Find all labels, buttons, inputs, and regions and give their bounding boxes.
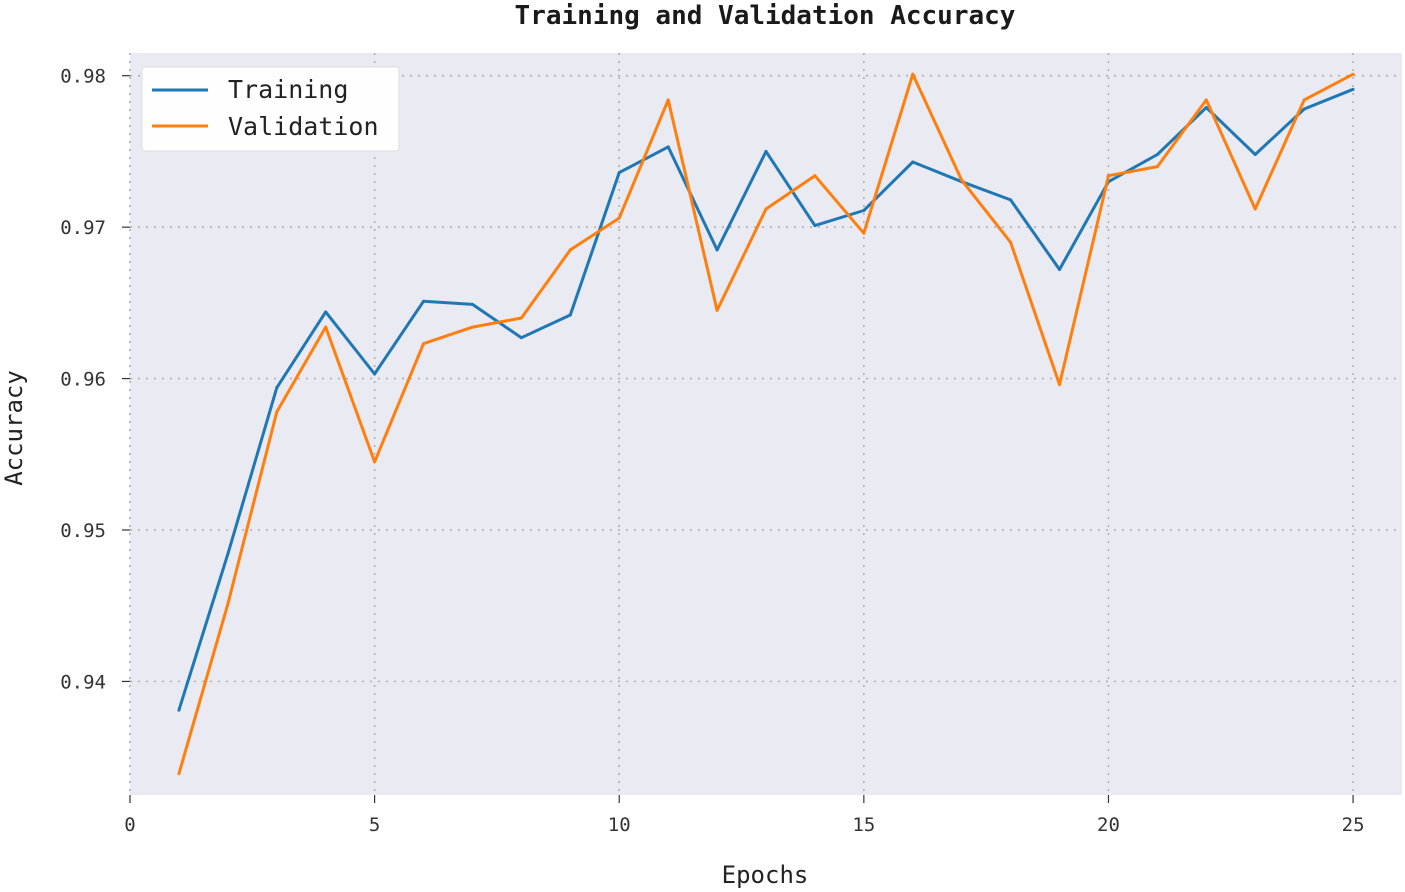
data-point-validation xyxy=(519,316,523,320)
data-point-validation xyxy=(226,602,230,606)
data-point-training xyxy=(1253,152,1257,156)
data-point-validation xyxy=(1058,383,1062,387)
data-point-training xyxy=(666,145,670,149)
data-point-training xyxy=(1204,106,1208,110)
data-point-training xyxy=(1155,152,1159,156)
legend: Training Validation xyxy=(141,66,400,152)
data-point-validation xyxy=(813,174,817,178)
axes: 0 5 10 15 20 25 0.94 0.95 0.96 0.97 0.98 xyxy=(60,66,1364,836)
data-point-training xyxy=(715,248,719,252)
data-point-validation xyxy=(666,98,670,102)
data-point-training xyxy=(470,302,474,306)
legend-label-training: Training xyxy=(228,75,348,104)
data-point-validation xyxy=(1106,174,1110,178)
x-tick-label: 25 xyxy=(1342,814,1365,836)
data-point-training xyxy=(617,171,621,175)
x-tick-label: 10 xyxy=(608,814,631,836)
data-point-validation xyxy=(422,342,426,346)
data-point-validation xyxy=(715,308,719,312)
data-point-training xyxy=(422,299,426,303)
data-point-validation xyxy=(617,216,621,220)
data-point-validation xyxy=(568,248,572,252)
data-point-training xyxy=(1009,198,1013,202)
legend-label-validation: Validation xyxy=(228,112,379,141)
data-point-training xyxy=(1058,268,1062,272)
y-tick-label: 0.96 xyxy=(60,369,106,391)
data-point-training xyxy=(226,552,230,556)
data-point-validation xyxy=(373,460,377,464)
plot-area xyxy=(130,53,1402,795)
data-point-validation xyxy=(764,207,768,211)
data-point-training xyxy=(1351,87,1355,91)
data-point-training xyxy=(519,336,523,340)
x-tick-label: 15 xyxy=(852,814,875,836)
data-point-validation xyxy=(862,231,866,235)
data-point-validation xyxy=(911,72,915,76)
data-point-training xyxy=(764,149,768,153)
data-point-training xyxy=(177,708,181,712)
y-tick-label: 0.98 xyxy=(60,66,106,88)
series-lines xyxy=(177,72,1355,776)
x-axis-label: Epochs xyxy=(722,861,809,889)
data-point-validation xyxy=(324,325,328,329)
data-point-training xyxy=(813,224,817,228)
data-point-training xyxy=(324,310,328,314)
y-tick-label: 0.94 xyxy=(60,671,106,693)
data-point-training xyxy=(862,208,866,212)
data-point-validation xyxy=(960,178,964,182)
data-point-validation xyxy=(470,325,474,329)
y-tick-label: 0.97 xyxy=(60,217,106,239)
data-point-training xyxy=(1302,107,1306,111)
data-point-validation xyxy=(1302,98,1306,102)
legend-box xyxy=(141,66,400,152)
data-point-validation xyxy=(1253,207,1257,211)
data-point-validation xyxy=(1155,165,1159,169)
data-point-training xyxy=(373,372,377,376)
y-tick-label: 0.95 xyxy=(60,520,106,542)
data-point-validation xyxy=(1351,72,1355,76)
data-point-training xyxy=(568,313,572,317)
data-point-validation xyxy=(1204,98,1208,102)
data-point-validation xyxy=(275,410,279,414)
data-point-validation xyxy=(1009,240,1013,244)
data-point-training xyxy=(911,160,915,164)
x-tick-label: 5 xyxy=(369,814,380,836)
data-point-validation xyxy=(177,772,181,776)
y-axis-label: Accuracy xyxy=(0,370,28,486)
chart-title: Training and Validation Accuracy xyxy=(515,1,1016,31)
x-tick-label: 0 xyxy=(124,814,135,836)
x-tick-label: 20 xyxy=(1097,814,1120,836)
data-point-training xyxy=(275,386,279,390)
